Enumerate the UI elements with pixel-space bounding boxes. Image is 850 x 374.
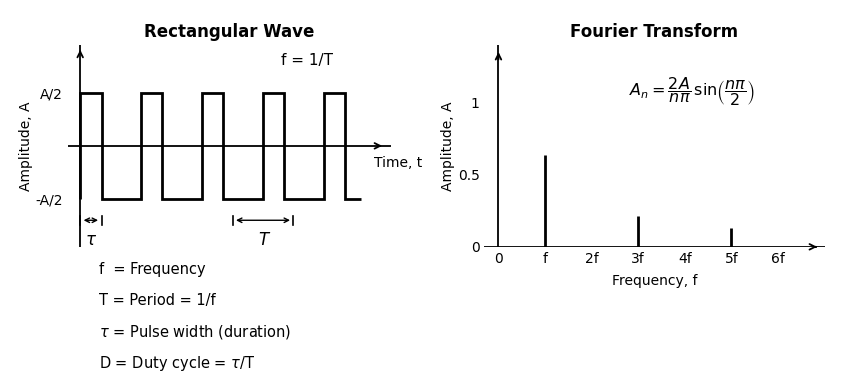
Text: f  = Frequency: f = Frequency — [99, 262, 205, 277]
X-axis label: Frequency, f: Frequency, f — [612, 274, 697, 288]
Text: D = Duty cycle = $\tau$/T: D = Duty cycle = $\tau$/T — [99, 354, 255, 373]
Text: $\tau$: $\tau$ — [85, 231, 97, 249]
Title: Rectangular Wave: Rectangular Wave — [144, 22, 314, 40]
Y-axis label: Amplitude, A: Amplitude, A — [19, 101, 33, 191]
Text: $\tau$ = Pulse width (duration): $\tau$ = Pulse width (duration) — [99, 323, 291, 341]
Text: Time, t: Time, t — [374, 156, 422, 171]
Y-axis label: Amplitude, A: Amplitude, A — [441, 101, 455, 191]
Text: f = 1/T: f = 1/T — [281, 53, 333, 68]
Title: Fourier Transform: Fourier Transform — [570, 22, 739, 40]
Text: T: T — [258, 231, 268, 249]
Text: $A_n = \dfrac{2A}{n\pi}\,\sin\!\left(\dfrac{n\pi}{2}\right)$: $A_n = \dfrac{2A}{n\pi}\,\sin\!\left(\df… — [629, 74, 755, 108]
Text: T = Period = 1/f: T = Period = 1/f — [99, 293, 215, 308]
